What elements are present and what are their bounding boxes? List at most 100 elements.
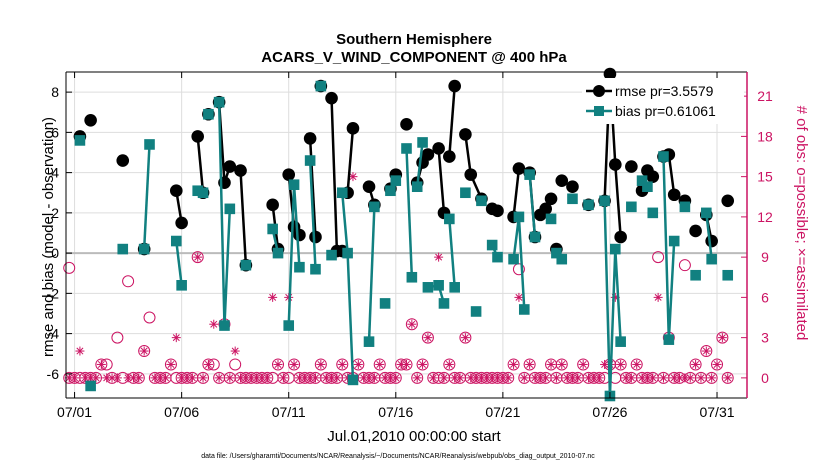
- rmse-point: [608, 158, 622, 171]
- bias-point: [192, 185, 204, 197]
- bias-point: [406, 271, 418, 283]
- obs-possible-marker: [507, 358, 520, 371]
- obs-assimilated-marker: [707, 373, 717, 383]
- bias-point: [283, 320, 295, 331]
- obs-possible-marker: [229, 358, 242, 371]
- obs-assimilated-marker: [75, 346, 85, 356]
- obs-assimilated-marker: [187, 373, 197, 383]
- bias-point: [224, 203, 236, 215]
- bias-point: [401, 143, 412, 154]
- obs-assimilated-marker: [637, 373, 647, 383]
- obs-possible-marker: [197, 371, 210, 384]
- obs-assimilated-marker: [418, 359, 428, 369]
- obs-assimilated-marker: [541, 373, 551, 383]
- obs-assimilated-marker: [557, 359, 567, 369]
- obs-assimilated-marker: [626, 373, 636, 383]
- obs-assimilated-marker: [509, 359, 519, 369]
- bias-series-line: [705, 212, 713, 260]
- obs-assimilated-marker: [134, 373, 144, 383]
- rmse-point: [266, 198, 279, 212]
- bias-point: [267, 223, 278, 235]
- obs-possible-marker: [689, 358, 702, 371]
- obs-assimilated-marker: [439, 373, 449, 383]
- obs-assimilated-marker: [139, 346, 149, 356]
- bias-point: [422, 282, 434, 293]
- obs-possible-marker: [288, 358, 301, 371]
- bias-point: [433, 280, 444, 291]
- obs-assimilated-marker: [578, 359, 588, 369]
- obs-assimilated-marker: [444, 359, 454, 369]
- bias-series-line: [142, 144, 151, 250]
- bias-point: [294, 261, 305, 273]
- rmse-point: [448, 79, 461, 93]
- data-file-footnote: data file: /Users/gharamti/Documents/NCA…: [201, 453, 595, 460]
- y2-tick-label: 6: [761, 289, 769, 305]
- rmse-point: [491, 204, 504, 218]
- obs-assimilated-marker: [482, 373, 492, 383]
- bias-point: [636, 175, 648, 186]
- obs-possible-marker: [138, 345, 151, 358]
- bias-point: [508, 253, 519, 265]
- obs-assimilated-marker: [268, 292, 278, 302]
- obs-possible-marker: [700, 345, 713, 358]
- bias-point: [690, 269, 701, 281]
- bias-point: [85, 380, 96, 392]
- obs-assimilated-marker: [262, 373, 272, 383]
- bias-point: [288, 179, 300, 190]
- x-tick-label: 07/26: [592, 404, 627, 420]
- bias-point: [513, 211, 525, 223]
- rmse-point: [689, 224, 702, 238]
- obs-assimilated-marker: [653, 292, 663, 302]
- rmse-point: [175, 216, 188, 230]
- y-tick-label: 0: [51, 245, 59, 261]
- obs-possible-marker: [652, 251, 665, 264]
- obs-assimilated-marker: [551, 373, 561, 383]
- y-tick-label: -4: [47, 326, 60, 342]
- obs-assimilated-marker: [648, 373, 658, 383]
- rmse-point: [464, 168, 478, 181]
- obs-assimilated-marker: [316, 359, 326, 369]
- rmse-point: [555, 174, 569, 187]
- obs-possible-marker: [111, 331, 124, 344]
- obs-assimilated-marker: [369, 373, 379, 383]
- obs-assimilated-marker: [112, 373, 122, 383]
- obs-possible-marker: [459, 331, 472, 344]
- obs-possible-marker: [314, 358, 327, 371]
- obs-assimilated-marker: [407, 319, 417, 329]
- x-tick-label: 07/21: [485, 404, 520, 420]
- obs-assimilated-marker: [434, 252, 444, 262]
- bias-point: [240, 259, 252, 271]
- bias-point: [379, 298, 391, 309]
- rmse-series-line: [448, 85, 456, 157]
- chart-subtitle: ACARS_V_WIND_COMPONENT @ 400 hPa: [261, 49, 567, 66]
- obs-possible-marker: [555, 358, 568, 371]
- bias-point: [529, 231, 541, 243]
- bias-series-line: [415, 142, 424, 187]
- bias-point: [411, 181, 423, 193]
- bias-point: [460, 187, 471, 199]
- obs-possible-marker: [523, 358, 536, 371]
- bias-point: [663, 334, 675, 345]
- obs-assimilated-marker: [600, 359, 610, 369]
- obs-possible-marker: [512, 263, 525, 276]
- obs-assimilated-marker: [193, 252, 203, 262]
- obs-possible-marker: [716, 331, 729, 344]
- y2-tick-label: 21: [757, 88, 773, 104]
- y2-tick-label: 18: [757, 128, 773, 144]
- rmse-point: [512, 162, 526, 175]
- bias-point: [197, 187, 209, 199]
- legend-rmse-label: rmse pr=3.5579: [615, 83, 714, 99]
- obs-assimilated-marker: [519, 373, 529, 383]
- rmse-point: [325, 91, 338, 105]
- rmse-point: [614, 230, 627, 244]
- rmse-point: [646, 170, 660, 183]
- rmse-point: [443, 150, 456, 163]
- bias-point: [363, 336, 375, 347]
- rmse-series-line: [437, 148, 446, 213]
- obs-possible-marker: [164, 358, 177, 371]
- bias-series-line: [528, 174, 537, 238]
- rmse-point: [362, 180, 376, 194]
- obs-possible-marker: [191, 251, 204, 264]
- obs-assimilated-marker: [428, 373, 438, 383]
